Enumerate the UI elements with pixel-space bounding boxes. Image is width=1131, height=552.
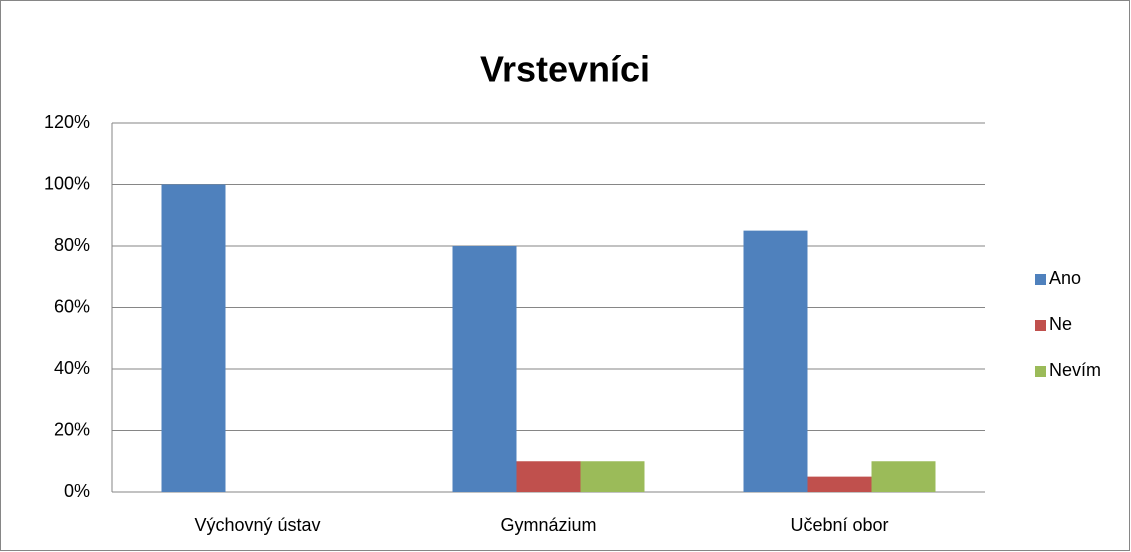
legend-swatch	[1035, 366, 1046, 377]
bar	[743, 230, 808, 492]
y-tick-label: 60%	[54, 296, 90, 316]
y-tick-label: 40%	[54, 358, 90, 378]
legend-label: Ano	[1049, 268, 1081, 288]
x-tick-label: Učební obor	[790, 515, 888, 535]
bar	[807, 476, 872, 492]
y-tick-label: 100%	[44, 173, 90, 193]
bar	[580, 461, 645, 492]
bar	[161, 184, 226, 492]
legend-label: Ne	[1049, 314, 1072, 334]
y-tick-label: 0%	[64, 481, 90, 501]
legend-label: Nevím	[1049, 360, 1101, 380]
x-tick-label: Výchovný ústav	[194, 515, 320, 535]
y-tick-label: 120%	[44, 112, 90, 132]
chart-title: Vrstevníci	[480, 49, 650, 90]
legend-swatch	[1035, 320, 1046, 331]
bar	[452, 246, 517, 492]
y-tick-label: 80%	[54, 235, 90, 255]
x-tick-label: Gymnázium	[500, 515, 596, 535]
bar	[516, 461, 581, 492]
legend-swatch	[1035, 274, 1046, 285]
bar	[871, 461, 936, 492]
y-tick-label: 20%	[54, 419, 90, 439]
